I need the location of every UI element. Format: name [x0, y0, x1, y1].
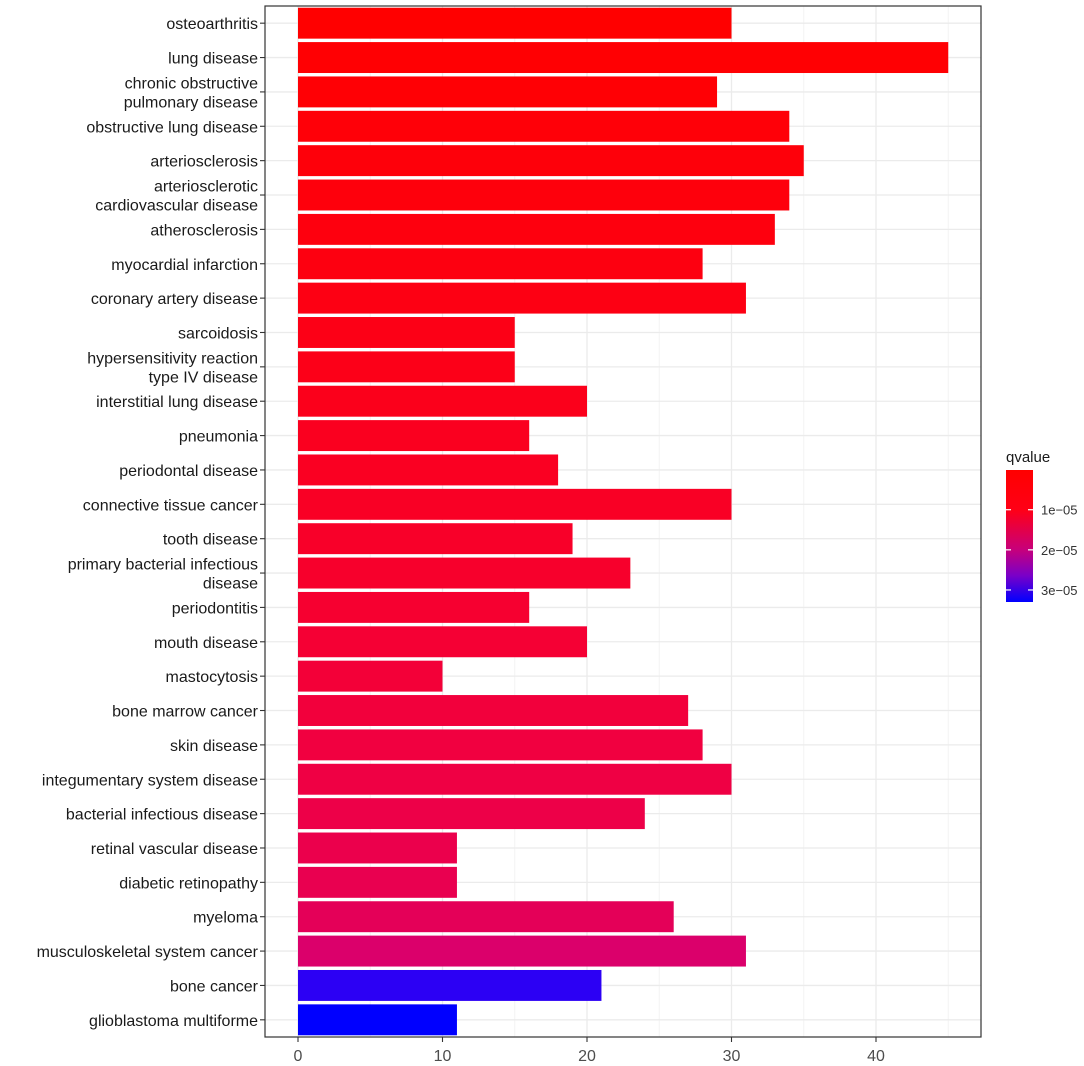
category-label: pulmonary disease [124, 94, 258, 111]
bar [298, 866, 457, 898]
bar [298, 454, 559, 486]
bar [298, 935, 746, 967]
bar [298, 179, 790, 211]
x-tick-label: 10 [434, 1048, 452, 1065]
bar [298, 798, 645, 830]
legend-tick-label: 1e−05 [1041, 503, 1078, 518]
category-label: hypersensitivity reaction [87, 350, 258, 367]
bar [298, 763, 732, 795]
category-label: disease [203, 576, 258, 593]
category-label: arteriosclerosis [150, 154, 258, 171]
y-axis: osteoarthritis lung disease chronic obstru… [37, 16, 265, 1030]
category-label: tooth disease [163, 532, 258, 549]
category-label: lung disease [168, 51, 258, 68]
legend: qvalue 1e−05 2e−05 3e−05 [1006, 449, 1078, 602]
bar [298, 969, 602, 1001]
bar [298, 557, 631, 589]
category-label: periodontal disease [119, 463, 258, 480]
category-label: chronic obstructive [125, 75, 258, 92]
category-label: cardiovascular disease [95, 198, 258, 215]
category-label: mouth disease [154, 635, 258, 652]
category-label: myeloma [193, 910, 258, 927]
legend-colorbar [1006, 470, 1033, 602]
bar [298, 282, 746, 314]
category-label: retinal vascular disease [91, 841, 258, 858]
x-tick-label: 20 [578, 1048, 596, 1065]
category-label: periodontitis [172, 600, 258, 617]
bar [298, 832, 457, 864]
category-label: atherosclerosis [150, 222, 258, 239]
plot-border [264, 5, 982, 1038]
legend-ticks: 1e−05 2e−05 3e−05 [1006, 503, 1078, 598]
bar [298, 351, 515, 383]
category-label: glioblastoma multiforme [89, 1013, 258, 1030]
category-label: primary bacterial infectious [68, 557, 258, 574]
category-label: musculoskeletal system cancer [37, 944, 259, 961]
legend-title: qvalue [1006, 449, 1050, 466]
bar [298, 213, 775, 245]
bar [298, 76, 718, 108]
category-label: bone cancer [170, 978, 259, 995]
bar [298, 42, 949, 74]
category-label: connective tissue cancer [83, 497, 259, 514]
legend-tick-label: 2e−05 [1041, 543, 1078, 558]
bar [298, 901, 674, 933]
category-label: coronary artery disease [91, 291, 258, 308]
category-label: interstitial lung disease [96, 394, 258, 411]
legend-tick-label: 3e−05 [1041, 583, 1078, 598]
category-label: obstructive lung disease [86, 119, 258, 136]
category-label: arteriosclerotic [154, 179, 258, 196]
bar [298, 145, 804, 177]
plot-panel [265, 6, 981, 1037]
bar [298, 488, 732, 520]
category-label: osteoarthritis [166, 16, 258, 33]
category-label: skin disease [170, 738, 258, 755]
category-label: pneumonia [179, 429, 258, 446]
category-label: bone marrow cancer [112, 704, 259, 721]
category-label: bacterial infectious disease [66, 807, 258, 824]
bar [298, 729, 703, 761]
bar [298, 660, 443, 692]
category-label: diabetic retinopathy [119, 875, 258, 892]
bar [298, 695, 689, 726]
bar [298, 591, 530, 623]
bar [298, 317, 515, 348]
category-label: sarcoidosis [178, 325, 258, 342]
x-axis: 0 10 20 30 40 [294, 1037, 885, 1065]
x-tick-label: 40 [867, 1048, 885, 1065]
bar [298, 248, 703, 280]
x-tick-label: 0 [294, 1048, 303, 1065]
bar [298, 385, 587, 417]
bar [298, 110, 790, 142]
category-label: integumentary system disease [42, 772, 258, 789]
x-tick-label: 30 [723, 1048, 741, 1065]
bars [298, 7, 949, 1036]
bar [298, 7, 732, 39]
category-label: mastocytosis [166, 669, 258, 686]
category-label: myocardial infarction [111, 257, 258, 274]
bar [298, 1004, 457, 1036]
bar [298, 420, 530, 452]
bar [298, 523, 573, 555]
category-label: type IV disease [149, 369, 259, 386]
bar [298, 626, 587, 658]
